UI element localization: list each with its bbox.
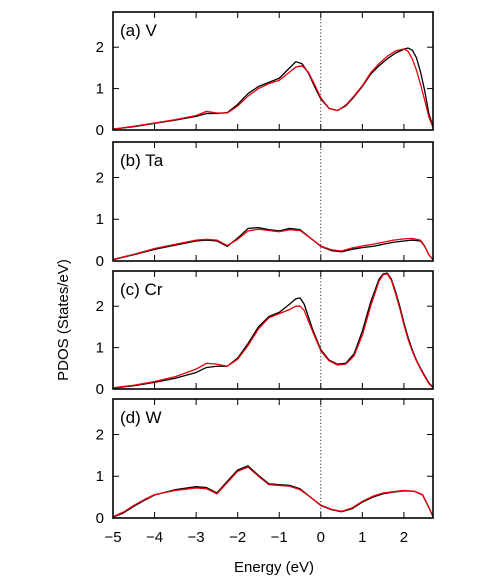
y-tick-label: 0: [96, 381, 104, 398]
panel-0: 0 1 2 (a) V: [96, 11, 434, 139]
series-line-1: [112, 466, 434, 518]
panel-1: 0 1 2 (b) Ta: [96, 141, 434, 270]
x-tick-label: 1: [358, 529, 366, 546]
y-tick-label: 1: [96, 340, 104, 357]
panel-frame: [112, 11, 434, 131]
y-tick-label: 0: [96, 122, 104, 139]
series-line-1: [112, 48, 434, 130]
x-axis-title: Energy (eV): [234, 559, 314, 576]
panels: 0 1 2 (a) V 0 1 2 (b) Ta 0 1 2 (c) Cr 0 1 2 (d) W: [96, 11, 434, 527]
panel-label: (b) Ta: [120, 151, 164, 170]
x-tick-label: −1: [271, 529, 288, 546]
y-tick-label: 1: [96, 81, 104, 98]
panel-frame: [112, 141, 434, 262]
x-tick-label: 2: [400, 529, 408, 546]
y-tick-label: 0: [96, 510, 104, 527]
y-tick-label: 2: [96, 426, 104, 443]
series-line-0: [112, 47, 434, 130]
y-tick-label: 0: [96, 253, 104, 270]
panel-label: (a) V: [120, 21, 158, 40]
y-tick-label: 2: [96, 39, 104, 56]
x-tick-label: 0: [317, 529, 325, 546]
y-tick-label: 1: [96, 468, 104, 485]
y-axis-title: PDOS (States/eV): [55, 259, 72, 381]
x-tick-label: −5: [104, 529, 121, 546]
panel-2: 0 1 2 (c) Cr: [96, 270, 434, 398]
series-line-0: [112, 465, 434, 518]
y-tick-label: 1: [96, 211, 104, 228]
y-tick-label: 2: [96, 298, 104, 315]
series-line-0: [112, 226, 434, 261]
panel-label: (c) Cr: [120, 280, 163, 299]
x-tick-label: −4: [146, 529, 163, 546]
x-tick-label: −3: [188, 529, 205, 546]
panel-3: 0 1 2 (d) W: [96, 398, 434, 527]
panel-label: (d) W: [120, 408, 162, 427]
panel-frame: [112, 270, 434, 390]
series-line-1: [112, 228, 434, 261]
y-tick-label: 2: [96, 169, 104, 186]
x-tick-label: −2: [229, 529, 246, 546]
series-line-1: [112, 273, 434, 389]
panel-frame: [112, 398, 434, 519]
x-tick-labels: −5 −4 −3 −2 −1 0 1 2: [104, 529, 408, 546]
